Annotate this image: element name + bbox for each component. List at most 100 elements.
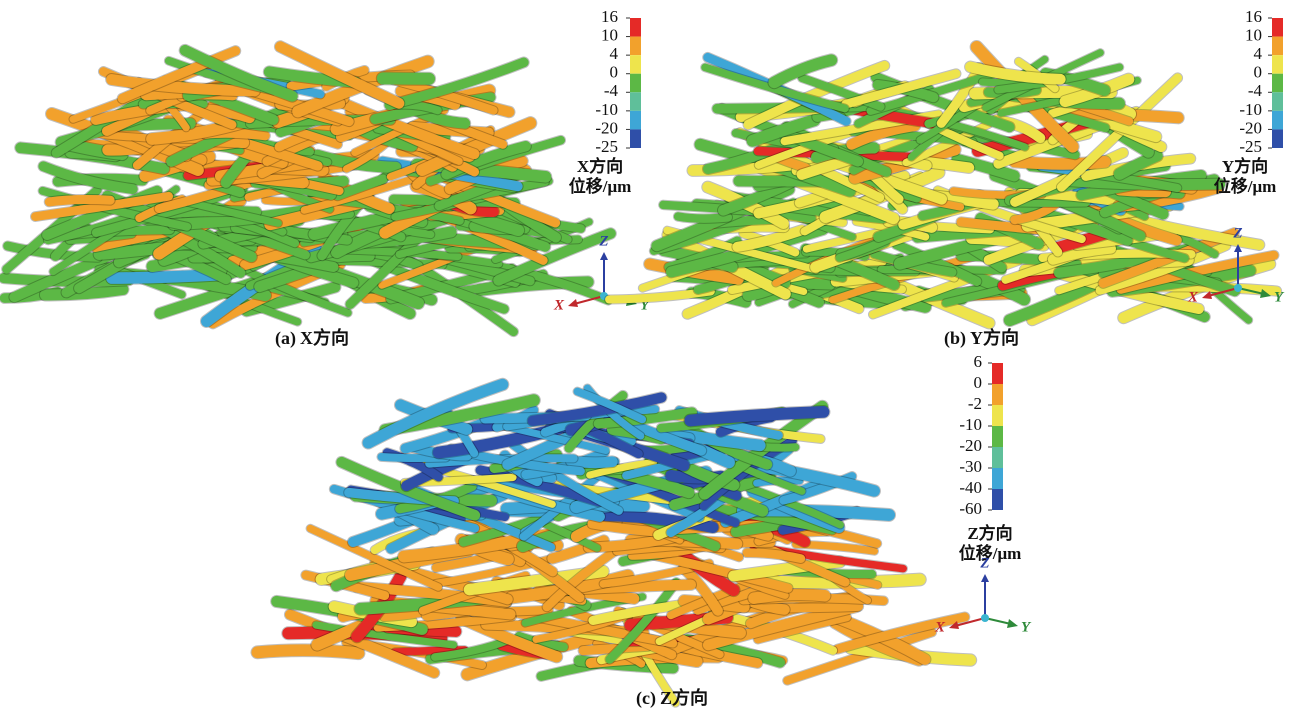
fiber <box>274 41 405 109</box>
fiber <box>564 390 628 453</box>
fiber <box>46 108 204 176</box>
colorbar-tick-label: 10 <box>1245 25 1262 44</box>
caption-text: Y方向 <box>970 327 1019 348</box>
fiber <box>38 186 192 231</box>
colorbar-tick-label: 10 <box>601 25 618 44</box>
legend-title: Z方向 <box>967 523 1012 543</box>
caption-text: Z方向 <box>660 687 708 708</box>
fiber <box>727 257 887 295</box>
fiber <box>599 509 719 533</box>
axis-label-x: X <box>1187 289 1199 305</box>
colorbar-tick-label: -20 <box>1239 118 1262 137</box>
fiber <box>106 74 260 97</box>
fiber <box>748 588 831 604</box>
colorbar-tick-label: -4 <box>1248 81 1263 100</box>
axis-y <box>984 617 1012 625</box>
fiber <box>312 621 458 649</box>
colorbar-tick-label: -60 <box>959 499 982 518</box>
fiber <box>684 406 830 427</box>
colorbar-segment <box>1272 92 1283 111</box>
fiber <box>738 481 844 529</box>
caption-label: (b) <box>944 328 966 349</box>
fiber <box>31 191 173 221</box>
fiber <box>832 158 947 205</box>
colorbar-tick-label: -20 <box>959 436 982 455</box>
fiber <box>514 631 568 652</box>
caption-label: (c) <box>636 688 656 709</box>
fiber <box>431 636 512 661</box>
axis-label-x: X <box>553 297 565 313</box>
colorbar-tick-label: 0 <box>974 373 983 392</box>
arrow-x <box>1202 291 1212 299</box>
fiber <box>728 556 846 582</box>
legend-title: X方向 <box>577 156 623 176</box>
fiber <box>702 138 794 175</box>
fiber <box>798 73 885 111</box>
arrow-y <box>1260 289 1271 298</box>
colorbar-segment <box>630 55 641 74</box>
colorbar-segment <box>1272 36 1283 56</box>
arrow-x <box>949 621 959 629</box>
axis-label-z: Z <box>1232 225 1242 241</box>
fiber <box>659 200 762 216</box>
fiber <box>487 260 613 305</box>
fiber <box>1116 250 1279 294</box>
axis-origin <box>1234 284 1242 292</box>
fiber <box>743 60 890 130</box>
colorbar-segment <box>630 36 641 56</box>
axis-label-y: Y <box>1274 289 1285 305</box>
legend-title: Y方向 <box>1222 156 1268 176</box>
axis-x <box>573 295 605 305</box>
axis-origin <box>981 614 989 622</box>
arrow-y <box>1007 619 1018 628</box>
fiber <box>605 578 681 664</box>
colorbar-tick-label: -10 <box>1239 100 1262 119</box>
colorbar-tick-label: 16 <box>601 7 618 26</box>
colorbar-tick-label: 4 <box>610 44 619 63</box>
axis-x <box>1207 287 1239 297</box>
colorbar-segment <box>1272 129 1283 148</box>
colorbar-tick-label: -25 <box>1239 137 1262 156</box>
colorbar-tick-label: 4 <box>1254 44 1263 63</box>
fiber <box>44 195 115 207</box>
fiber <box>673 212 733 223</box>
caption-label: (a) <box>275 328 296 349</box>
colorbar-tick-label: -10 <box>959 415 982 434</box>
axis-x <box>954 617 986 627</box>
arrow-z <box>1234 244 1242 252</box>
colorbar-tick-label: 6 <box>974 352 983 371</box>
fiber <box>768 54 838 89</box>
colorbar-tick-label: -40 <box>959 478 982 497</box>
fiber <box>384 57 529 110</box>
fiber <box>586 458 658 479</box>
colorbar-segment <box>992 468 1003 489</box>
colorbar-tick-label: -20 <box>595 118 618 137</box>
colorbar-segment <box>1272 73 1283 93</box>
fiber <box>573 387 647 424</box>
fiber <box>179 44 298 102</box>
fiber <box>1056 73 1183 192</box>
colorbar-tick-label: -4 <box>604 81 619 100</box>
fiber <box>1047 243 1116 265</box>
axis-label-z: Z <box>979 555 989 571</box>
colorbar-segment <box>992 447 1003 468</box>
axis-label-z: Z <box>598 233 608 249</box>
fiber <box>951 153 1020 182</box>
fiber <box>542 543 625 612</box>
caption-text: X方向 <box>300 327 349 348</box>
fiber <box>746 114 821 147</box>
fiber <box>284 609 440 678</box>
fiber <box>1113 149 1163 180</box>
arrow-x <box>568 299 578 307</box>
fiber-rendering <box>250 377 978 708</box>
colorbar-segment <box>992 489 1003 510</box>
fiber <box>841 69 961 109</box>
legend-unit: 位移/μm <box>959 543 1022 563</box>
fiber <box>306 524 443 591</box>
fiber <box>493 228 616 286</box>
colorbar-segment <box>630 92 641 111</box>
fiber <box>43 212 134 245</box>
arrow-z <box>981 574 989 582</box>
colorbar-segment <box>992 363 1003 384</box>
